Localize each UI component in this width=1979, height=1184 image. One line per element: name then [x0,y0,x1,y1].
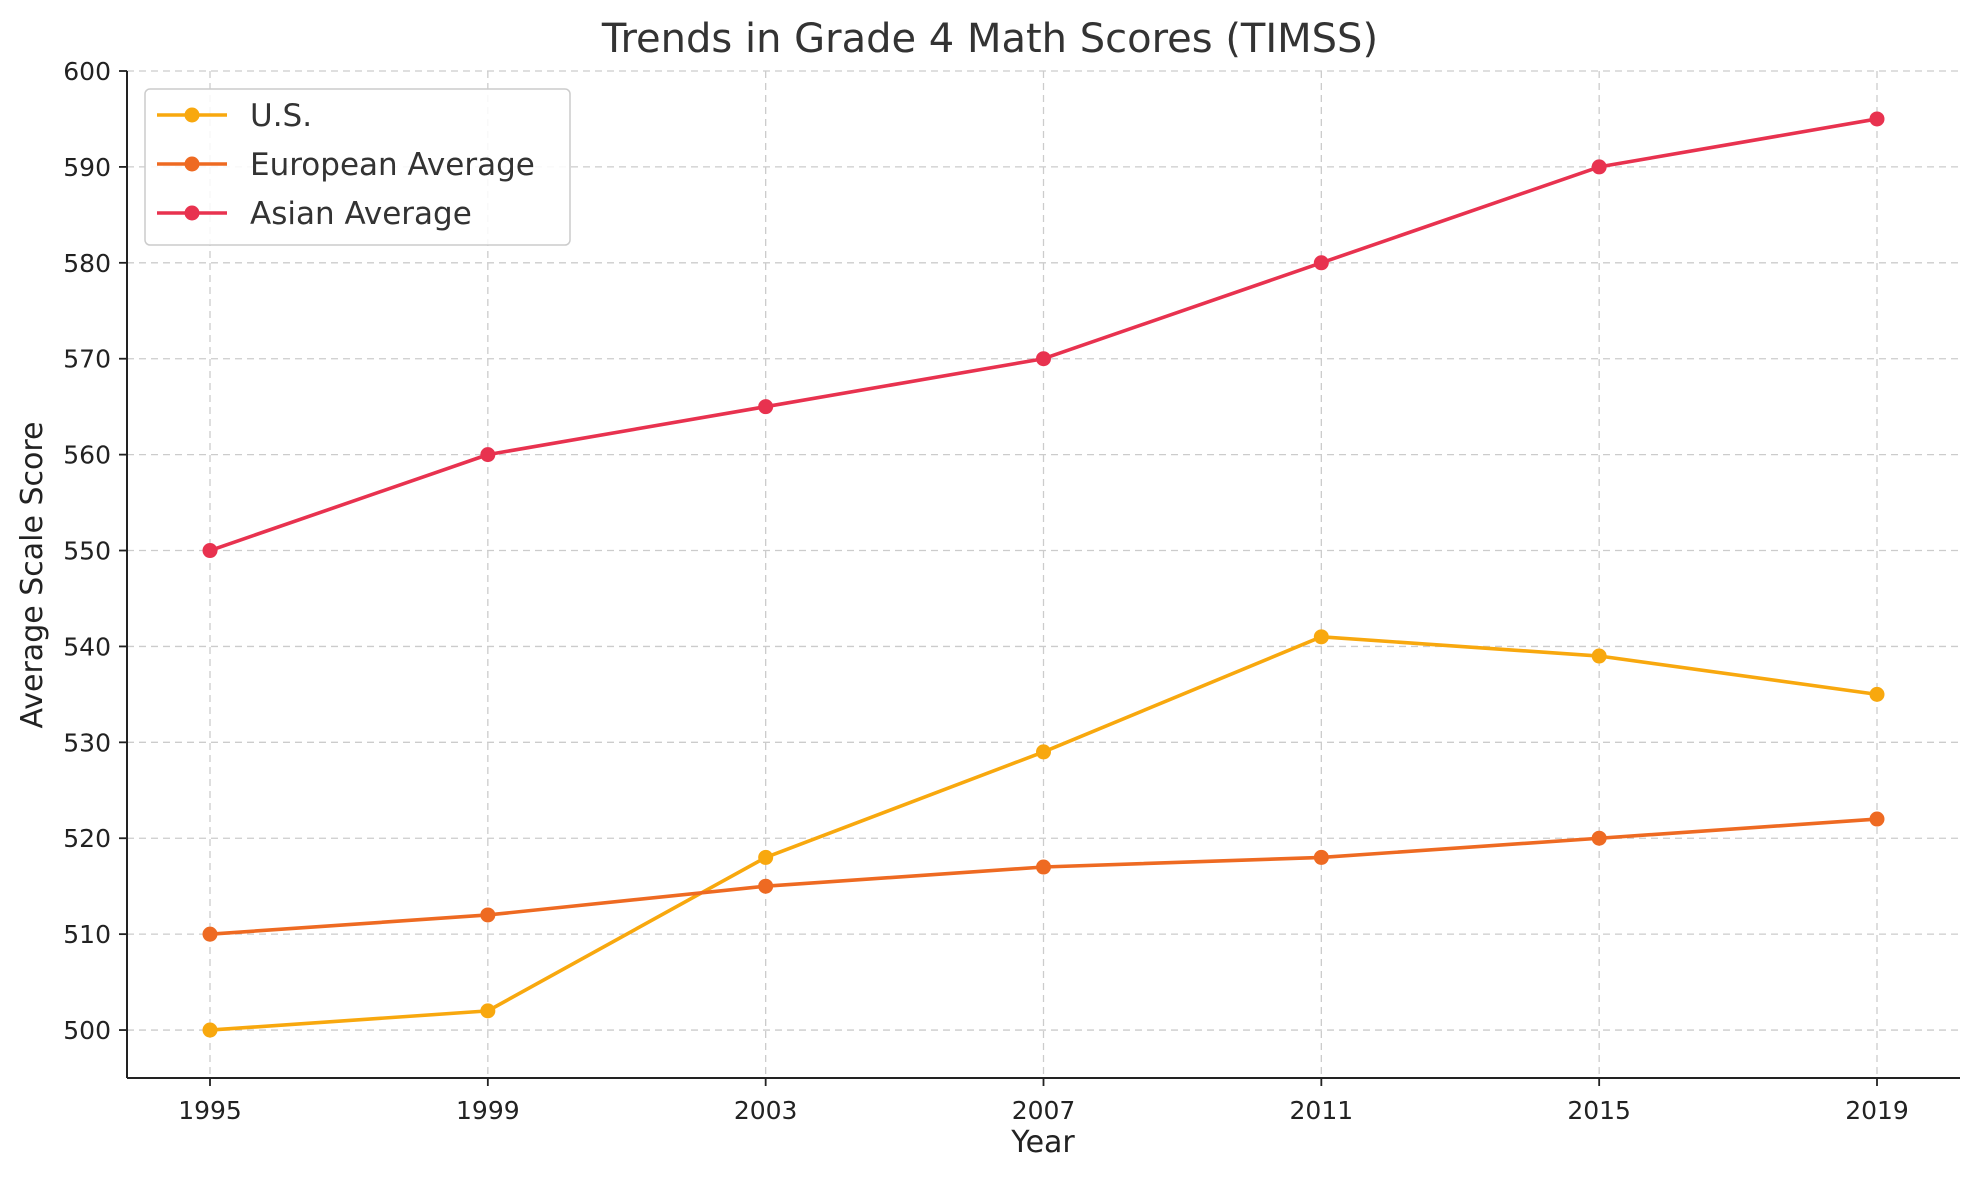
x-tick-label: 1999 [456,1096,520,1125]
legend: U.S. European Average Asian Average [144,88,571,246]
data-point-asian-average [758,399,774,415]
data-point-u-s [480,1003,496,1019]
y-tick-label: 550 [63,537,111,566]
grid-lines [127,70,1960,1078]
data-point-asian-average [1313,255,1329,271]
data-point-asian-average [480,447,496,463]
data-point-asian-average [1869,111,1885,127]
y-axis-label: Average Scale Score [15,421,50,728]
series-european-average [202,811,1885,942]
legend-label: European Average [250,147,535,183]
data-point-european-average [480,907,496,923]
data-point-u-s [1591,648,1607,664]
y-tick-label: 600 [63,57,111,86]
data-point-european-average [1313,849,1329,865]
legend-swatch-marker [184,107,200,123]
data-point-european-average [1591,830,1607,846]
y-tick-label: 510 [63,920,111,949]
chart-title: Trends in Grade 4 Math Scores (TIMSS) [601,16,1378,62]
legend-label: Asian Average [250,196,472,232]
series-asian-average [202,111,1885,559]
legend-label: U.S. [250,98,312,134]
y-tick-label: 530 [63,728,111,757]
y-tick-label: 520 [63,824,111,853]
legend-item-asian-average: Asian Average [157,196,472,232]
y-tick-label: 570 [63,345,111,374]
data-point-u-s [1036,744,1051,760]
x-axis-label: Year [1010,1125,1075,1160]
data-point-u-s [758,849,774,865]
data-point-u-s [202,1022,218,1038]
series-u-s [202,629,1885,1038]
legend-item-european-average: European Average [157,147,535,183]
data-point-european-average [202,926,218,942]
series-layer [202,111,1885,1038]
data-point-european-average [758,878,774,894]
axes: 1995 1999 2003 2007 2011 2015 2019 500 510 520 530… [63,57,1960,1125]
data-point-european-average [1036,859,1051,875]
x-tick-label: 2015 [1567,1096,1631,1125]
y-tick-label: 540 [63,632,111,661]
legend-swatch-marker [184,205,200,221]
y-tick-label: 590 [63,153,111,182]
x-tick-label: 2003 [734,1096,798,1125]
y-tick-label: 580 [63,249,111,278]
legend-swatch-marker [184,156,200,172]
y-tick-label: 500 [63,1016,111,1045]
x-tick-label: 2007 [1012,1096,1076,1125]
data-point-asian-average [1036,351,1051,367]
data-point-european-average [1869,811,1885,827]
x-tick-label: 2011 [1290,1096,1354,1125]
x-tick-label: 1995 [178,1096,242,1125]
legend-item-u-s: U.S. [157,98,312,134]
data-point-u-s [1869,686,1885,702]
data-point-asian-average [1591,159,1607,175]
legend-box [144,88,571,246]
y-tick-label: 560 [63,441,111,470]
x-tick-label: 2019 [1845,1096,1909,1125]
data-point-asian-average [202,543,218,559]
data-point-u-s [1313,629,1329,645]
